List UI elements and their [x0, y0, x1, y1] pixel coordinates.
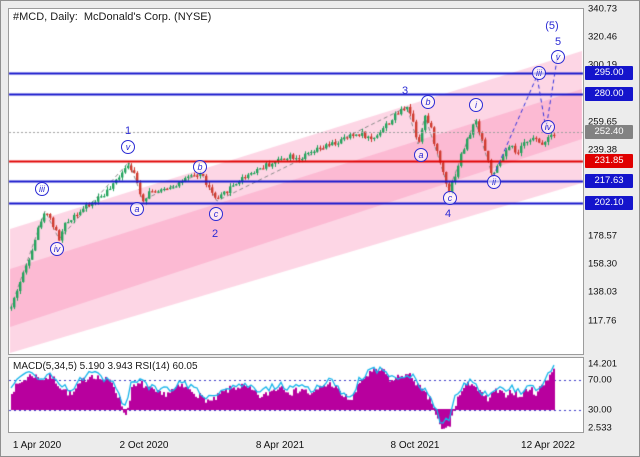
price-tick: 117.76	[588, 315, 617, 327]
wave-label: v	[551, 50, 565, 64]
indicator-values-label: MACD(5,34,5) 5.190 3.943 RSI(14) 60.05	[13, 361, 198, 372]
wave-label: b	[193, 160, 207, 174]
wave-label: 2	[211, 228, 219, 240]
price-level-badge: 217.63	[585, 173, 633, 188]
indicator-tick: 2.533	[588, 422, 612, 434]
indicator-tick: 70.00	[588, 374, 612, 386]
price-level-badge: 231.85	[585, 154, 633, 169]
price-level-badge: 202.10	[585, 195, 633, 210]
price-tick: 340.73	[588, 3, 618, 14]
wave-label: 5	[554, 36, 562, 48]
price-level-badge: 295.00	[585, 65, 633, 80]
time-axis-label: 12 Apr 2022	[521, 440, 575, 451]
price-level-badge: 280.00	[585, 86, 633, 101]
wave-label: (5)	[545, 20, 559, 32]
wave-label: i	[469, 98, 483, 112]
price-tick: 239.38	[588, 144, 618, 156]
time-axis-label: 8 Oct 2021	[390, 440, 440, 451]
wave-label: c	[209, 207, 223, 221]
wave-label: c	[443, 191, 457, 205]
wave-label: iv	[50, 242, 64, 256]
wave-label: 3	[401, 85, 409, 97]
time-axis-label: 1 Apr 2020	[12, 440, 62, 451]
indicator-tick: 14.201	[588, 358, 618, 370]
price-tick: 158.30	[588, 258, 618, 270]
price-tick: 259.65	[588, 116, 618, 128]
price-tick: 178.57	[588, 230, 618, 242]
wave-label: a	[130, 202, 144, 216]
wave-label: b	[421, 95, 435, 109]
wave-label: a	[414, 148, 428, 162]
wave-label: 4	[444, 208, 452, 220]
wave-label: v	[121, 140, 135, 154]
indicator-tick: 30.00	[588, 404, 612, 416]
price-tick: 300.19	[588, 60, 617, 71]
price-tick: 320.46	[588, 31, 618, 43]
wave-label: ii	[487, 175, 501, 189]
time-axis-label: 2 Oct 2020	[119, 440, 169, 451]
wave-label: 1	[124, 125, 132, 137]
wave-label: iii	[35, 182, 49, 196]
wave-label: iii	[532, 66, 546, 80]
chart-symbol-title: #MCD, Daily: McDonald's Corp. (NYSE)	[13, 11, 212, 23]
time-axis-label: 8 Apr 2021	[255, 440, 305, 451]
current-price-badge: 252.40	[585, 125, 633, 140]
wave-label: iv	[541, 120, 555, 134]
price-tick: 138.03	[588, 286, 618, 298]
